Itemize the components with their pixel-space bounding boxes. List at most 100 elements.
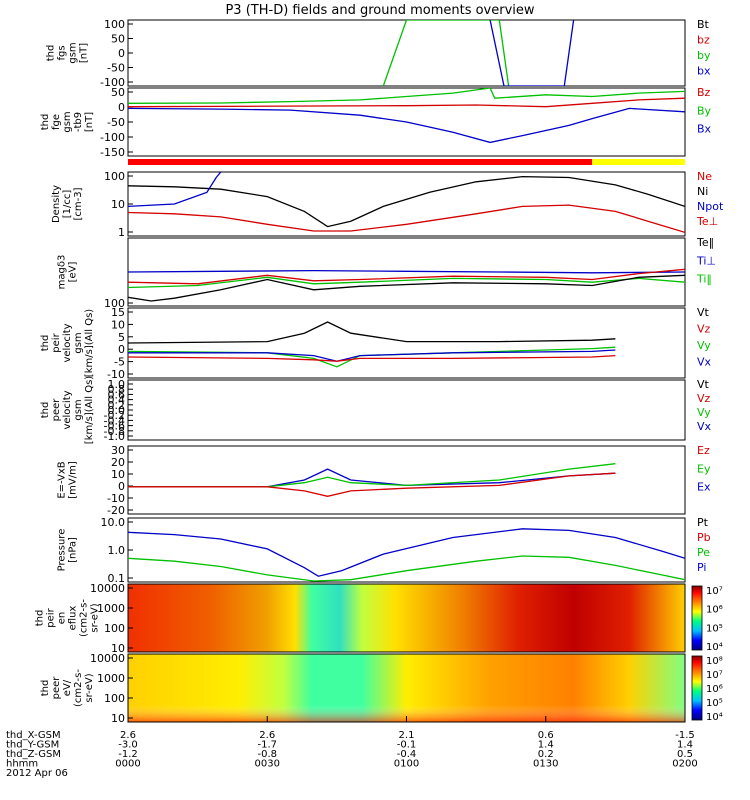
y-axis-label-line: en	[57, 612, 68, 625]
y-axis-label-line: peer	[51, 676, 62, 700]
y-axis-label-line: gsm	[62, 111, 73, 132]
series-Vx	[128, 349, 616, 362]
legend-Vt: Vt	[697, 306, 710, 319]
spectrogram	[128, 584, 685, 652]
x-row-label: thd_X-GSM	[6, 730, 61, 741]
mode-bar-segment	[592, 159, 685, 165]
y-tick-label: 0	[118, 343, 125, 356]
panel-temp: 100 magδ3 [eV] Te‖ Ti⊥ Ti‖	[57, 236, 717, 310]
x-tick-label: 0200	[672, 759, 697, 770]
legend-Pe: Pe	[697, 546, 710, 559]
y-axis-label: Density [1/cc] [cm-3]	[51, 185, 84, 223]
y-axis-label-line: thd	[40, 680, 51, 697]
legend-Pt: Pt	[697, 516, 709, 529]
panel-frame	[127, 307, 686, 379]
legend-Ne: Ne	[697, 170, 712, 183]
y-tick-label: -10	[107, 492, 125, 505]
y-axis-label-line: sr-eV)	[90, 603, 101, 632]
y-tick-label: -0.6	[104, 420, 125, 433]
y-axis-label-line: [nPa]	[68, 537, 79, 563]
legend-Ey: Ey	[697, 462, 711, 475]
x-tick-label: 1.4	[677, 740, 693, 751]
y-tick-label: -20	[107, 504, 125, 517]
legend-Bx: Bx	[697, 123, 712, 136]
y-tick-label: 10000	[90, 582, 125, 595]
x-tick-label: -1.5	[675, 730, 695, 741]
panel-frame	[127, 19, 686, 87]
series-Bz	[128, 97, 685, 108]
mode-bar-segment	[128, 159, 593, 165]
y-tick-label: 10.0	[101, 516, 126, 529]
legend-Pb: Pb	[697, 531, 711, 544]
x-tick-label: 0000	[115, 759, 140, 770]
y-axis-label-line: peir	[51, 332, 62, 352]
legend-Vz: Vz	[697, 323, 711, 336]
y-axis-label-line: velocity	[62, 390, 73, 429]
y-tick-label: 0.1	[108, 572, 126, 585]
y-axis-label-line: Pressure	[57, 529, 68, 572]
y-axis-label-line: -tb9	[73, 112, 84, 132]
x-row-label: hhmm	[6, 759, 38, 770]
legend-bz: bz	[697, 34, 710, 47]
x-tick-label: 0.2	[538, 749, 554, 760]
series-Ti‖	[128, 276, 685, 289]
legend-Ti‖: Ti‖	[696, 273, 712, 286]
y-tick-label: 1.0	[108, 544, 126, 557]
colorbar-tick-label: 10⁶	[706, 684, 723, 695]
y-axis-label-line: peer	[51, 398, 62, 422]
colorbar-tick-label: 10⁶	[706, 605, 723, 616]
panel-frame	[127, 171, 686, 237]
panel-frame	[127, 583, 686, 653]
legend-Pi: Pi	[697, 561, 706, 574]
x-tick-label: 2.6	[120, 730, 136, 741]
legend-Vy: Vy	[697, 406, 711, 419]
x-row-label: thd_Z-GSM	[6, 749, 61, 760]
series-Te⊥	[128, 268, 685, 285]
y-axis-label-line: Density	[51, 185, 62, 223]
legend-Bz: Bz	[697, 86, 711, 99]
y-axis-label-line: velocity	[62, 323, 73, 362]
y-axis-label: E=-VxB [mV/m]	[57, 461, 79, 499]
legend-by: by	[697, 49, 711, 62]
series-Te‖	[128, 274, 685, 302]
series-Ne	[128, 204, 685, 234]
x-tick-label: 0.5	[677, 749, 693, 760]
y-tick-label: 0	[118, 101, 125, 114]
y-tick-label: 0.0	[108, 404, 126, 417]
y-axis-label: thd fgs gsm [nT]	[46, 42, 90, 63]
panel-frame	[127, 517, 686, 583]
series-Bx	[128, 107, 685, 144]
y-tick-label: 10	[111, 198, 125, 211]
y-axis-label: magδ3 [eV]	[57, 255, 79, 290]
y-axis-label-line: magδ3	[57, 255, 68, 290]
series-Ni	[128, 175, 685, 228]
y-tick-label: -50	[107, 62, 125, 75]
x-tick-label: -3.0	[118, 740, 138, 751]
y-axis-label-line: peir	[46, 607, 57, 627]
y-axis-label-line: eflux	[68, 606, 79, 631]
colorbar-tick-label: 10⁷	[706, 586, 723, 597]
panel-pressure: 10.0 1.0 0.1 Pressure [nPa] Pt Pb Pe Pi	[57, 516, 711, 585]
y-axis-label-line: fgs	[57, 45, 68, 60]
x-axis: 2.6-3.0-1.200002.6-1.7-0.800302.1-0.1-0.…	[6, 716, 698, 779]
series-bx	[489, 20, 575, 86]
legend-Vx: Vx	[697, 356, 712, 369]
y-tick-label: 0.6	[108, 388, 126, 401]
legend-Te‖: Te‖	[696, 236, 714, 249]
y-tick-label: -50	[107, 116, 125, 129]
x-row-label: thd_Y-GSM	[6, 740, 59, 751]
x-tick-label: 2.6	[259, 730, 275, 741]
y-tick-label: -10	[107, 368, 125, 381]
y-axis-label-line: [cm-3]	[73, 187, 84, 220]
y-axis-label-line: sr-eV)	[84, 673, 95, 702]
y-axis-label: thd fge gsm -tb9 [nT]	[40, 111, 95, 132]
legend-Vz: Vz	[697, 392, 711, 405]
panel-frame	[127, 379, 686, 441]
x-tick-label: 2.1	[399, 730, 415, 741]
y-axis-label-line: thd	[40, 114, 51, 131]
legend-Ex: Ex	[697, 481, 711, 494]
y-tick-label: 1000	[97, 602, 125, 615]
y-tick-label: 0.2	[108, 399, 126, 412]
y-tick-label: 0.4	[108, 394, 126, 407]
